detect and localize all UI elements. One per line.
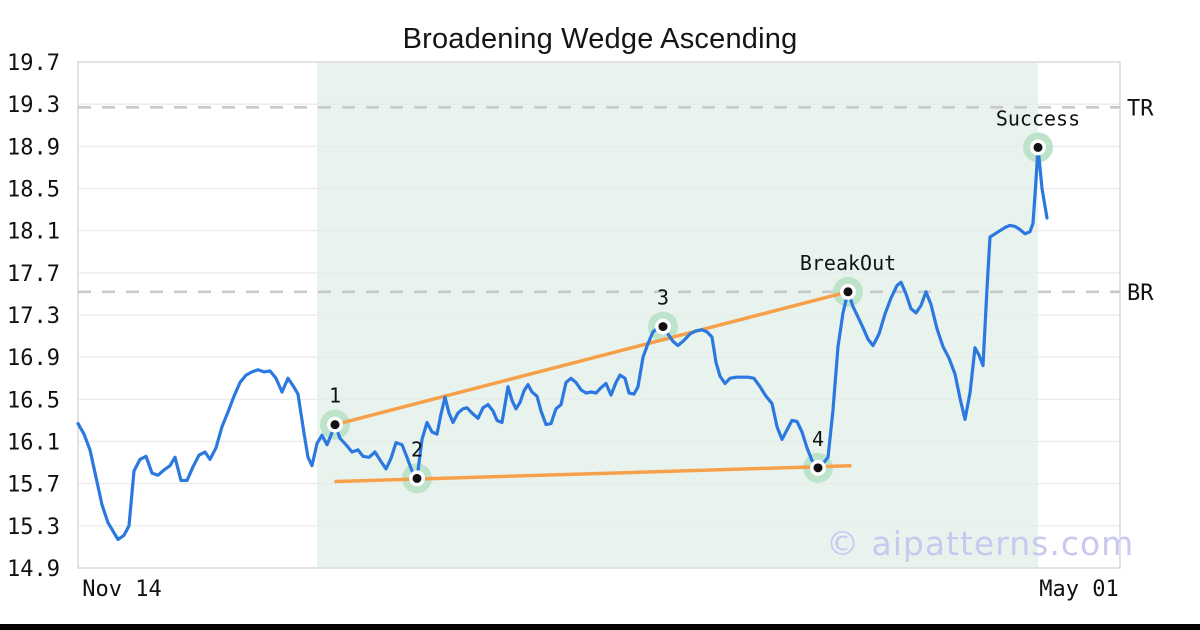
y-tick-label: 16.9: [7, 346, 60, 371]
marker-dot: [658, 322, 668, 332]
x-tick-label: Nov 14: [82, 577, 161, 602]
annotation-label-breakout: BreakOut: [800, 251, 896, 275]
watermark: © aipatterns.com: [826, 524, 1135, 563]
upper-wedge-line: [333, 290, 850, 427]
x-tick-label: May 01: [1039, 577, 1118, 602]
annotation-label-2: 2: [411, 437, 423, 461]
target-label-br: BR: [1127, 281, 1154, 306]
y-tick-label: 19.7: [7, 51, 60, 76]
y-tick-label: 19.3: [7, 93, 60, 118]
footer-bar: [0, 624, 1200, 630]
marker-dot: [1033, 142, 1043, 152]
target-label-tr: TR: [1127, 96, 1154, 121]
y-tick-label: 16.5: [7, 388, 60, 413]
marker-dot: [843, 287, 853, 297]
y-tick-label: 17.7: [7, 262, 60, 287]
plot-border: [77, 61, 1121, 569]
y-tick-label: 18.9: [7, 135, 60, 160]
annotation-label-1: 1: [329, 384, 341, 408]
y-tick-label: 15.3: [7, 515, 60, 540]
price-line: [76, 145, 1049, 542]
marker-dot: [412, 473, 422, 483]
marker-dot: [813, 463, 823, 473]
y-tick-label: 18.5: [7, 178, 60, 203]
y-tick-label: 14.9: [7, 557, 60, 582]
annotation-label-3: 3: [657, 286, 669, 310]
annotation-label-4: 4: [812, 427, 824, 451]
y-tick-label: 18.1: [7, 220, 60, 245]
y-tick-label: 16.1: [7, 431, 60, 456]
chart-title: Broadening Wedge Ascending: [402, 23, 798, 55]
annotation-label-success: Success: [996, 106, 1080, 130]
marker-dot: [330, 420, 340, 430]
y-tick-label: 17.3: [7, 304, 60, 329]
y-tick-label: 15.7: [7, 473, 60, 498]
